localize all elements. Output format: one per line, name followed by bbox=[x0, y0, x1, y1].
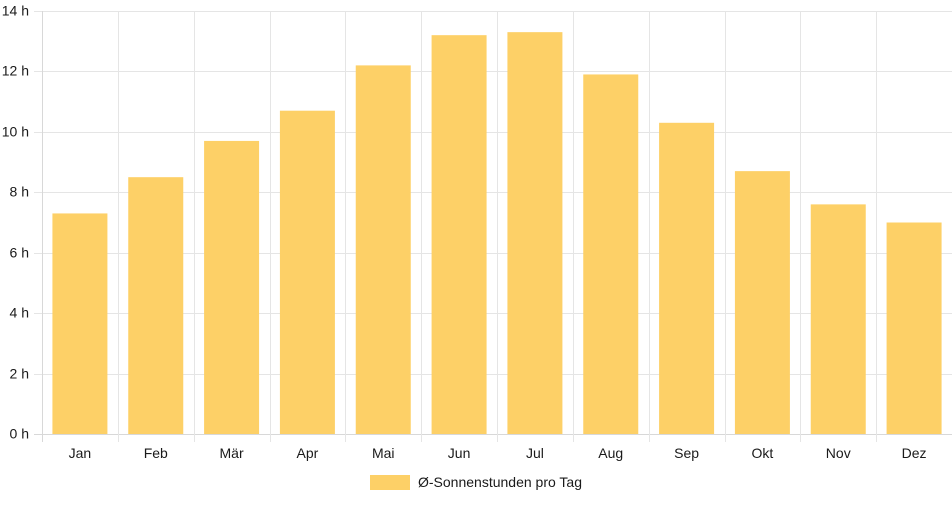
legend[interactable]: Ø-Sonnenstunden pro Tag bbox=[370, 474, 582, 490]
bar-apr[interactable] bbox=[279, 110, 335, 434]
x-tick-label: Jan bbox=[69, 445, 92, 461]
bars bbox=[52, 32, 942, 435]
x-tick-label: Apr bbox=[297, 445, 319, 461]
y-tick-label: 12 h bbox=[2, 63, 29, 79]
bar-jul[interactable] bbox=[507, 32, 563, 435]
x-tick-label: Okt bbox=[752, 445, 774, 461]
x-tick-label: Aug bbox=[598, 445, 623, 461]
y-tick-label: 2 h bbox=[10, 366, 29, 382]
y-tick-label: 8 h bbox=[10, 184, 29, 200]
bar-mär[interactable] bbox=[204, 140, 260, 434]
y-tick-label: 4 h bbox=[10, 305, 29, 321]
bar-jun[interactable] bbox=[431, 35, 487, 435]
x-axis-ticks: Jan Feb Mär Apr Mai Jun Jul Aug Sep Okt Nov Dez bbox=[69, 445, 927, 461]
x-tick-label: Mär bbox=[220, 445, 244, 461]
y-tick-label: 0 h bbox=[10, 426, 29, 442]
legend-label[interactable]: Ø-Sonnenstunden pro Tag bbox=[418, 474, 582, 490]
x-tick-label: Sep bbox=[674, 445, 699, 461]
bar-feb[interactable] bbox=[128, 177, 184, 434]
y-tick-label: 6 h bbox=[10, 245, 29, 261]
x-tick-label: Dez bbox=[902, 445, 927, 461]
x-tick-label: Jul bbox=[526, 445, 544, 461]
bar-jan[interactable] bbox=[52, 213, 108, 434]
x-tick-label: Jun bbox=[448, 445, 471, 461]
bar-aug[interactable] bbox=[583, 74, 639, 434]
bar-sep[interactable] bbox=[659, 122, 715, 435]
legend-swatch[interactable] bbox=[370, 475, 410, 490]
y-tick-label: 10 h bbox=[2, 124, 29, 140]
y-tick-label: 14 h bbox=[2, 3, 29, 19]
bar-okt[interactable] bbox=[734, 171, 790, 434]
bar-nov[interactable] bbox=[810, 204, 866, 434]
bar-dez[interactable] bbox=[886, 222, 942, 435]
grid-lines bbox=[34, 11, 952, 442]
x-tick-label: Mai bbox=[372, 445, 395, 461]
y-axis-ticks: 0 h 2 h 4 h 6 h 8 h 10 h 12 h 14 h bbox=[2, 3, 29, 442]
x-tick-label: Feb bbox=[144, 445, 168, 461]
bar-mai[interactable] bbox=[355, 65, 411, 434]
x-tick-label: Nov bbox=[826, 445, 851, 461]
